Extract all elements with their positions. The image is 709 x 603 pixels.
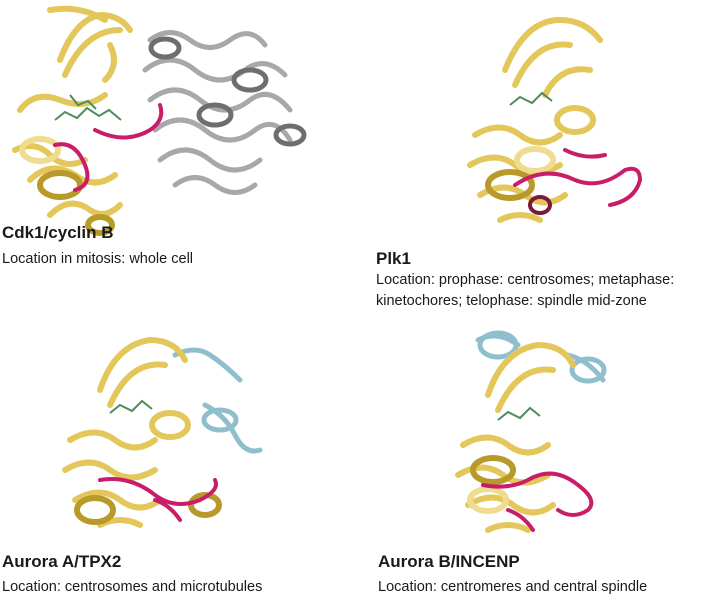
panel-description: Location in mitosis: whole cell — [2, 249, 193, 270]
activation-loop — [98, 477, 218, 522]
panel-description: Location: centrosomes and microtubules — [2, 577, 262, 598]
panel-title: Aurora B/INCENP — [378, 552, 520, 571]
description-line: Location: centromeres and central spindl… — [378, 579, 648, 595]
aurora-a-kinase-domain — [62, 336, 222, 528]
cdk1-cyclin-b-structure — [12, 5, 307, 236]
description-line: kinetochores; telophase: spindle mid-zon… — [376, 293, 647, 309]
panel-title: Plk1 — [376, 249, 411, 268]
plk1-structure — [467, 16, 643, 223]
incenp-partner — [475, 330, 607, 384]
atp-ligand — [109, 399, 153, 414]
panel-description: Location: centromeres and central spindl… — [378, 577, 647, 598]
atp-ligand — [497, 406, 541, 421]
cdk1-kinase-domain — [12, 5, 133, 236]
panel-title: Cdk1/cyclin B — [2, 223, 114, 242]
plk1-kinase-domain — [467, 16, 603, 223]
atp-ligand — [54, 94, 122, 121]
activation-loop — [53, 103, 164, 192]
activation-loop — [513, 148, 643, 215]
aurora-a-tpx2-structure — [62, 336, 263, 528]
aurora-b-incenp-structure — [455, 330, 607, 533]
description-line: Location: prophase: centrosomes; metapha… — [376, 272, 675, 288]
panel-description: Location: prophase: centrosomes; metapha… — [376, 270, 674, 312]
atp-ligand — [509, 91, 553, 106]
description-line: Location in mitosis: whole cell — [2, 251, 194, 267]
activation-loop — [481, 471, 594, 532]
aurora-b-kinase-domain — [455, 341, 576, 533]
panel-title: Aurora A/TPX2 — [2, 552, 122, 571]
cyclin-b-domain — [142, 30, 307, 195]
description-line: Location: centrosomes and microtubules — [2, 579, 263, 595]
tpx2-partner — [172, 347, 263, 454]
